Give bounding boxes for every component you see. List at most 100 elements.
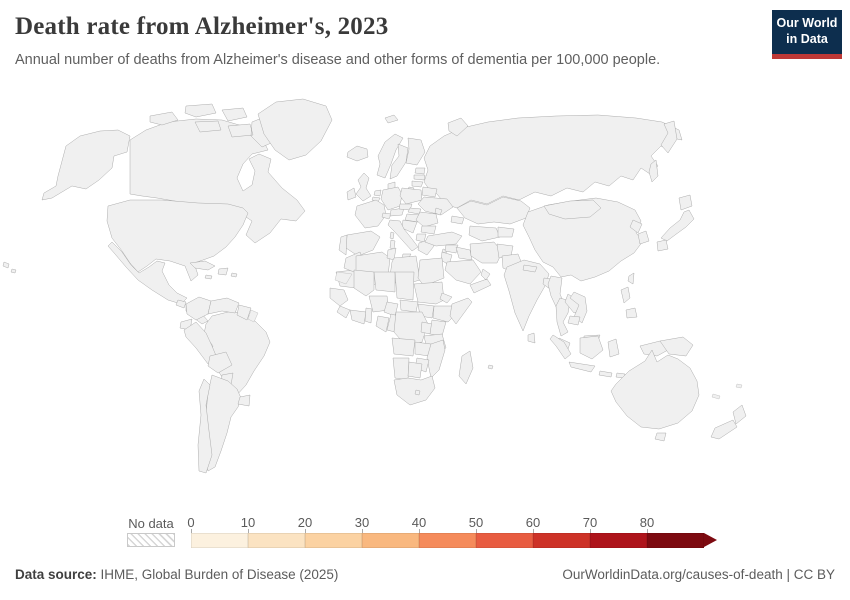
- country-western-sahara[interactable]: [334, 271, 353, 285]
- country-sri-lanka[interactable]: [527, 332, 536, 344]
- country-indonesia-lesser-sunda[interactable]: [598, 370, 626, 379]
- country-moldova[interactable]: [434, 207, 443, 216]
- country-philippines[interactable]: [620, 286, 638, 319]
- country-benin-togo[interactable]: [364, 307, 373, 324]
- legend-bin-40-50[interactable]: [419, 533, 476, 548]
- legend-bin-30-40[interactable]: [362, 533, 419, 548]
- country-hispaniola[interactable]: [217, 267, 229, 276]
- country-france[interactable]: [354, 199, 387, 229]
- country-bulgaria[interactable]: [420, 225, 437, 235]
- country-lithuania[interactable]: [411, 180, 424, 188]
- country-ireland[interactable]: [346, 187, 357, 201]
- country-kenya[interactable]: [429, 319, 447, 337]
- country-iran[interactable]: [469, 241, 503, 264]
- country-jamaica[interactable]: [204, 274, 213, 280]
- legend-bin-50-60[interactable]: [476, 533, 533, 548]
- country-venezuela[interactable]: [207, 297, 240, 315]
- country-albania-north-macedonia[interactable]: [415, 233, 427, 243]
- country-new-caledonia[interactable]: [711, 393, 721, 400]
- country-puerto-rico[interactable]: [230, 272, 238, 278]
- country-switzerland[interactable]: [381, 212, 392, 220]
- country-greenland[interactable]: [257, 98, 333, 161]
- country-sudan[interactable]: [413, 281, 445, 305]
- country-sierra-leone-liberia[interactable]: [336, 305, 351, 319]
- country-ivory-coast-ghana[interactable]: [349, 309, 367, 325]
- country-romania[interactable]: [415, 211, 439, 228]
- country-egypt[interactable]: [417, 257, 445, 287]
- country-usa-hawaii[interactable]: [2, 261, 17, 274]
- country-indonesia-sulawesi[interactable]: [607, 338, 620, 358]
- country-portugal[interactable]: [338, 234, 348, 256]
- legend-bin-80+[interactable]: [647, 533, 704, 548]
- country-spain[interactable]: [345, 230, 381, 257]
- country-lesotho[interactable]: [414, 389, 421, 396]
- country-mongolia[interactable]: [543, 199, 602, 220]
- country-france-corsica[interactable]: [389, 231, 395, 240]
- legend-bin-60-70[interactable]: [533, 533, 590, 548]
- country-new-zealand-north[interactable]: [732, 404, 747, 425]
- country-cuba[interactable]: [189, 260, 216, 271]
- country-russia-kamchatka[interactable]: [660, 120, 678, 154]
- country-mali[interactable]: [353, 269, 375, 297]
- country-united-kingdom[interactable]: [355, 172, 372, 202]
- country-yemen-oman[interactable]: [469, 268, 492, 294]
- country-gabon[interactable]: [375, 315, 390, 333]
- country-syria[interactable]: [444, 244, 459, 254]
- legend-no-data-swatch[interactable]: [127, 533, 175, 547]
- country-somalia[interactable]: [449, 297, 473, 325]
- legend-bin-20-30[interactable]: [305, 533, 362, 548]
- country-australia-tasmania[interactable]: [654, 432, 667, 442]
- country-south-korea[interactable]: [637, 230, 650, 245]
- country-turkey[interactable]: [424, 231, 463, 247]
- country-north-korea[interactable]: [629, 219, 643, 234]
- country-senegal-guinea[interactable]: [329, 287, 349, 307]
- country-new-zealand-south[interactable]: [710, 419, 738, 440]
- country-australia[interactable]: [610, 349, 700, 430]
- country-eritrea[interactable]: [439, 292, 453, 304]
- country-finland[interactable]: [405, 137, 426, 166]
- country-russia-novaya-zemlya[interactable]: [447, 117, 469, 137]
- country-indonesia-papua[interactable]: [639, 340, 669, 357]
- country-south-africa[interactable]: [393, 375, 436, 406]
- country-chad[interactable]: [394, 271, 415, 301]
- country-caucasus[interactable]: [450, 215, 465, 225]
- country-niger[interactable]: [373, 271, 396, 293]
- country-svalbard[interactable]: [384, 114, 399, 124]
- country-chile[interactable]: [197, 378, 213, 474]
- country-botswana[interactable]: [407, 361, 423, 379]
- country-india[interactable]: [503, 259, 550, 332]
- country-namibia[interactable]: [392, 357, 410, 381]
- country-colombia[interactable]: [185, 296, 212, 321]
- country-kyrgyzstan-tajikistan[interactable]: [497, 226, 515, 238]
- country-japan-hokkaido[interactable]: [678, 194, 693, 211]
- country-norway[interactable]: [376, 133, 404, 179]
- country-guyana-suriname[interactable]: [236, 304, 252, 321]
- country-italy[interactable]: [387, 219, 419, 252]
- country-poland[interactable]: [399, 187, 423, 205]
- country-japan-kyushu[interactable]: [656, 239, 669, 252]
- country-sweden[interactable]: [389, 143, 409, 180]
- country-mauritius[interactable]: [487, 364, 494, 370]
- country-angola[interactable]: [391, 337, 416, 357]
- legend-bin-10-20[interactable]: [248, 533, 305, 548]
- country-dr-congo[interactable]: [393, 311, 429, 347]
- country-uzbekistan-turkmenistan[interactable]: [468, 225, 501, 242]
- country-indonesia-java[interactable]: [568, 361, 596, 373]
- country-russia-sakhalin[interactable]: [648, 159, 659, 183]
- country-central-african-republic[interactable]: [399, 299, 419, 313]
- country-estonia[interactable]: [414, 167, 426, 175]
- country-canada-arctic-islands[interactable]: [149, 103, 285, 148]
- country-guatemala[interactable]: [175, 299, 187, 309]
- footer-link[interactable]: OurWorldinData.org/causes-of-death: [562, 567, 783, 582]
- country-uruguay[interactable]: [237, 394, 251, 407]
- country-saudi-arabia[interactable]: [444, 259, 482, 285]
- country-netherlands[interactable]: [373, 189, 382, 197]
- country-fiji[interactable]: [735, 383, 743, 389]
- footer-license[interactable]: CC BY: [793, 567, 835, 582]
- country-madagascar[interactable]: [458, 350, 474, 385]
- country-italy-sardinia[interactable]: [389, 239, 396, 250]
- country-papua-new-guinea[interactable]: [659, 336, 694, 357]
- country-french-guiana[interactable]: [247, 309, 259, 323]
- country-mexico[interactable]: [107, 241, 188, 305]
- country-slovakia[interactable]: [407, 207, 422, 215]
